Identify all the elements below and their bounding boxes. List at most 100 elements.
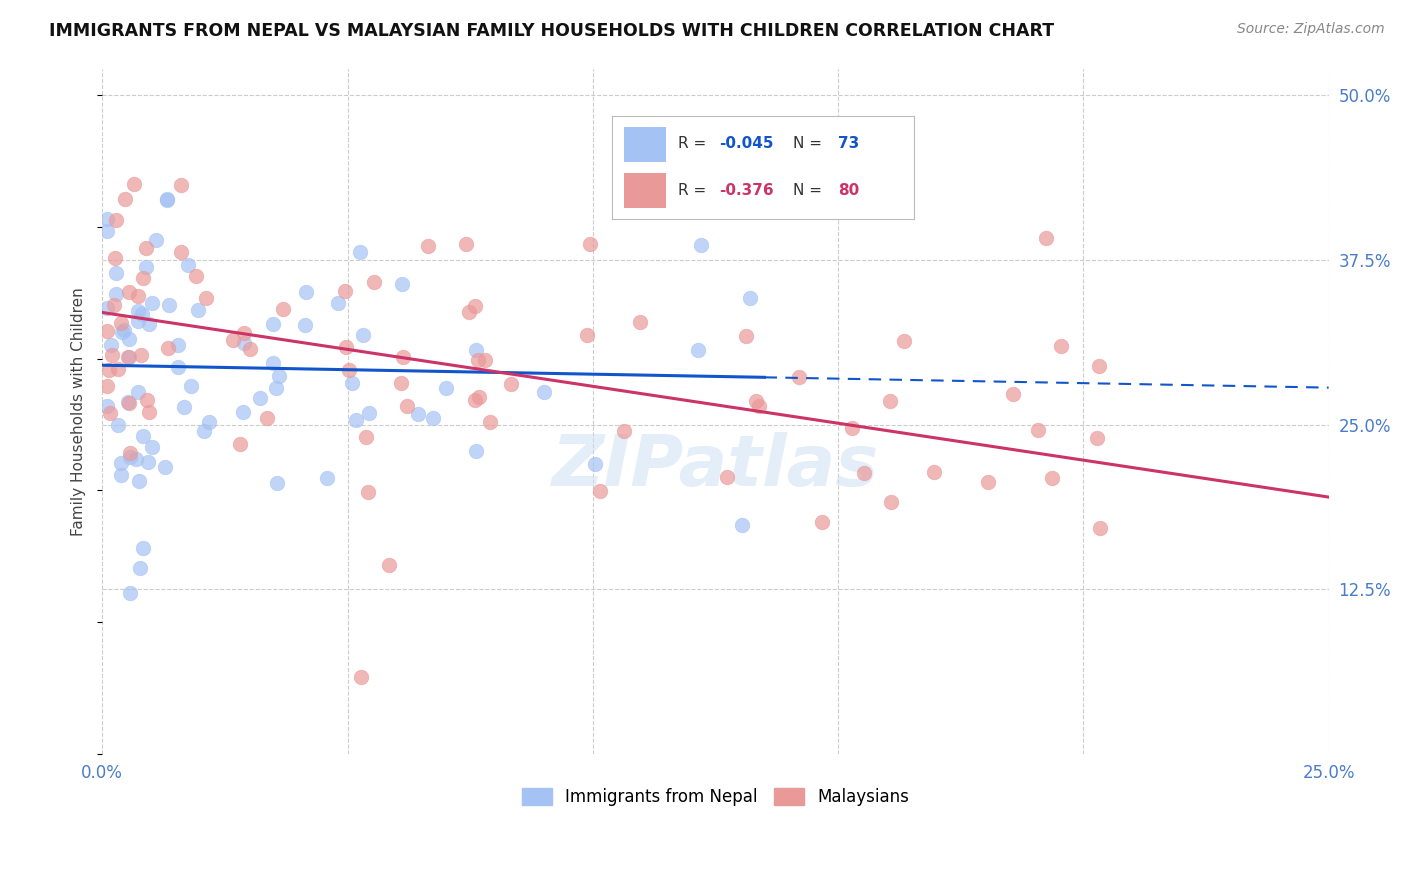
- Point: [232, 405, 254, 419]
- Point: [117, 285, 139, 299]
- Point: [853, 466, 876, 480]
- Point: [315, 471, 337, 485]
- Point: [811, 515, 834, 529]
- Point: [294, 318, 316, 333]
- Point: [738, 291, 761, 305]
- Point: [464, 299, 486, 313]
- Point: [264, 381, 287, 395]
- Point: [922, 466, 945, 480]
- Point: [893, 334, 915, 348]
- Point: [690, 237, 713, 252]
- Point: [104, 286, 127, 301]
- Point: [107, 361, 129, 376]
- Point: [117, 395, 139, 409]
- Point: [977, 475, 1000, 489]
- Y-axis label: Family Households with Children: Family Households with Children: [72, 287, 86, 536]
- Point: [465, 443, 488, 458]
- Point: [118, 396, 141, 410]
- Point: [141, 440, 163, 454]
- Point: [688, 343, 710, 358]
- Point: [232, 336, 254, 351]
- Point: [337, 363, 360, 377]
- Point: [748, 399, 770, 413]
- Point: [271, 302, 294, 317]
- Point: [416, 239, 439, 253]
- Point: [170, 245, 193, 260]
- Point: [122, 177, 145, 191]
- Point: [125, 452, 148, 467]
- Point: [145, 233, 167, 247]
- Point: [104, 251, 127, 265]
- Point: [359, 407, 381, 421]
- Point: [110, 468, 132, 483]
- Point: [389, 376, 412, 390]
- Point: [344, 413, 367, 427]
- Bar: [624, 173, 666, 208]
- Point: [229, 437, 252, 451]
- Point: [132, 270, 155, 285]
- Point: [628, 315, 651, 329]
- Bar: [624, 128, 666, 162]
- Point: [173, 400, 195, 414]
- Point: [730, 517, 752, 532]
- Point: [745, 393, 768, 408]
- Text: N =: N =: [793, 136, 827, 151]
- Point: [103, 298, 125, 312]
- Point: [354, 430, 377, 444]
- Point: [155, 460, 177, 475]
- Point: [101, 348, 124, 362]
- Point: [583, 458, 606, 472]
- Point: [184, 269, 207, 284]
- Point: [107, 418, 129, 433]
- Point: [1085, 432, 1108, 446]
- Point: [96, 399, 118, 413]
- Point: [131, 307, 153, 321]
- Point: [97, 363, 120, 377]
- Point: [249, 391, 271, 405]
- Point: [395, 399, 418, 413]
- Point: [105, 266, 128, 280]
- Point: [96, 301, 118, 315]
- Point: [110, 456, 132, 470]
- Text: -0.045: -0.045: [718, 136, 773, 151]
- Point: [1026, 423, 1049, 437]
- Point: [136, 392, 159, 407]
- Point: [135, 260, 157, 275]
- Point: [350, 670, 373, 684]
- Point: [117, 350, 139, 364]
- Point: [194, 291, 217, 305]
- Point: [349, 244, 371, 259]
- Point: [256, 411, 278, 425]
- Point: [579, 237, 602, 252]
- Text: N =: N =: [793, 184, 827, 198]
- Point: [266, 475, 288, 490]
- Point: [111, 325, 134, 339]
- Point: [96, 211, 118, 226]
- Point: [187, 303, 209, 318]
- Point: [135, 241, 157, 255]
- Text: ZIPatlas: ZIPatlas: [551, 432, 879, 500]
- Point: [575, 328, 598, 343]
- Point: [465, 343, 488, 357]
- Point: [1050, 338, 1073, 352]
- Point: [118, 450, 141, 464]
- Point: [138, 405, 160, 419]
- Point: [127, 385, 149, 400]
- Text: 73: 73: [838, 136, 859, 151]
- Point: [1002, 387, 1025, 401]
- Point: [114, 192, 136, 206]
- Point: [422, 411, 444, 425]
- Point: [377, 558, 399, 573]
- Point: [879, 393, 901, 408]
- Point: [104, 212, 127, 227]
- Point: [457, 305, 479, 319]
- Point: [198, 415, 221, 429]
- Point: [267, 368, 290, 383]
- Point: [138, 317, 160, 331]
- Point: [118, 350, 141, 364]
- Point: [434, 381, 457, 395]
- Point: [1088, 521, 1111, 535]
- Point: [357, 484, 380, 499]
- Point: [335, 341, 357, 355]
- Point: [468, 390, 491, 404]
